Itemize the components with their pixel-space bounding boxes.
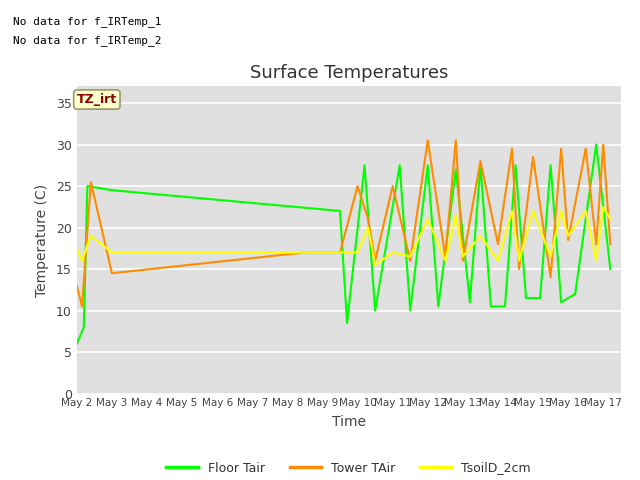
Text: No data for f_IRTemp_1: No data for f_IRTemp_1	[13, 16, 161, 27]
Legend: Floor Tair, Tower TAir, TsoilD_2cm: Floor Tair, Tower TAir, TsoilD_2cm	[161, 456, 536, 480]
X-axis label: Time: Time	[332, 415, 366, 430]
Text: No data for f_IRTemp_2: No data for f_IRTemp_2	[13, 35, 161, 46]
Y-axis label: Temperature (C): Temperature (C)	[35, 183, 49, 297]
Title: Surface Temperatures: Surface Temperatures	[250, 64, 448, 82]
Text: TZ_irt: TZ_irt	[77, 93, 117, 106]
